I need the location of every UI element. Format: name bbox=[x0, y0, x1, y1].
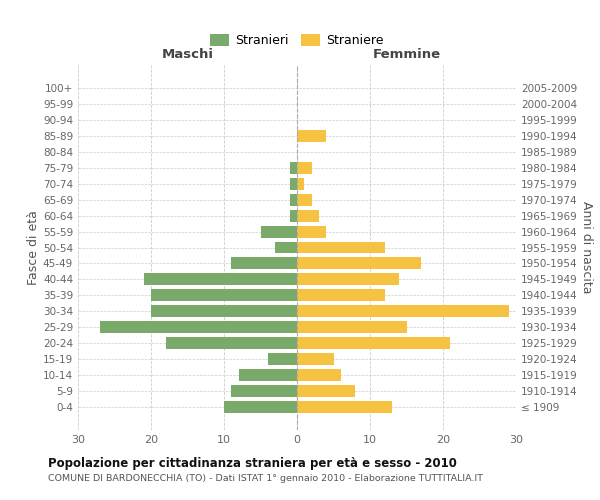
Bar bbox=[232, 386, 297, 398]
Bar bbox=[290, 210, 297, 222]
Text: Maschi: Maschi bbox=[161, 48, 214, 62]
Bar bbox=[100, 322, 297, 334]
Bar bbox=[297, 274, 399, 285]
Bar bbox=[297, 194, 311, 205]
Bar bbox=[297, 258, 421, 270]
Bar bbox=[297, 354, 334, 366]
Y-axis label: Fasce di età: Fasce di età bbox=[27, 210, 40, 285]
Legend: Stranieri, Straniere: Stranieri, Straniere bbox=[205, 30, 389, 52]
Bar bbox=[166, 338, 297, 349]
Bar bbox=[239, 370, 297, 382]
Bar bbox=[224, 402, 297, 413]
Bar bbox=[297, 210, 319, 222]
Text: Popolazione per cittadinanza straniera per età e sesso - 2010: Popolazione per cittadinanza straniera p… bbox=[48, 458, 457, 470]
Text: Femmine: Femmine bbox=[373, 48, 440, 62]
Bar bbox=[297, 290, 385, 302]
Bar bbox=[232, 258, 297, 270]
Bar bbox=[297, 306, 509, 318]
Bar bbox=[297, 402, 392, 413]
Bar bbox=[297, 162, 311, 173]
Bar bbox=[297, 130, 326, 141]
Bar bbox=[297, 386, 355, 398]
Bar bbox=[275, 242, 297, 254]
Bar bbox=[297, 370, 341, 382]
Bar bbox=[297, 242, 385, 254]
Bar bbox=[290, 162, 297, 173]
Bar bbox=[151, 290, 297, 302]
Bar bbox=[144, 274, 297, 285]
Bar bbox=[297, 322, 407, 334]
Bar bbox=[290, 178, 297, 190]
Bar bbox=[268, 354, 297, 366]
Y-axis label: Anni di nascita: Anni di nascita bbox=[580, 201, 593, 294]
Bar bbox=[297, 178, 304, 190]
Bar bbox=[151, 306, 297, 318]
Bar bbox=[297, 226, 326, 237]
Bar bbox=[297, 338, 450, 349]
Bar bbox=[260, 226, 297, 237]
Text: COMUNE DI BARDONECCHIA (TO) - Dati ISTAT 1° gennaio 2010 - Elaborazione TUTTITAL: COMUNE DI BARDONECCHIA (TO) - Dati ISTAT… bbox=[48, 474, 483, 483]
Bar bbox=[290, 194, 297, 205]
